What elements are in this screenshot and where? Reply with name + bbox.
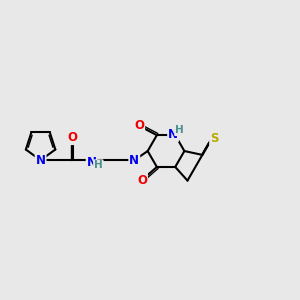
Text: O: O bbox=[134, 119, 144, 132]
Text: N: N bbox=[129, 154, 139, 167]
Text: H: H bbox=[175, 125, 184, 135]
Text: S: S bbox=[210, 133, 219, 146]
Text: O: O bbox=[137, 174, 147, 187]
Text: H: H bbox=[94, 160, 103, 170]
Text: N: N bbox=[168, 128, 178, 141]
Text: N: N bbox=[36, 154, 46, 167]
Text: O: O bbox=[68, 131, 78, 144]
Text: N: N bbox=[87, 156, 97, 169]
